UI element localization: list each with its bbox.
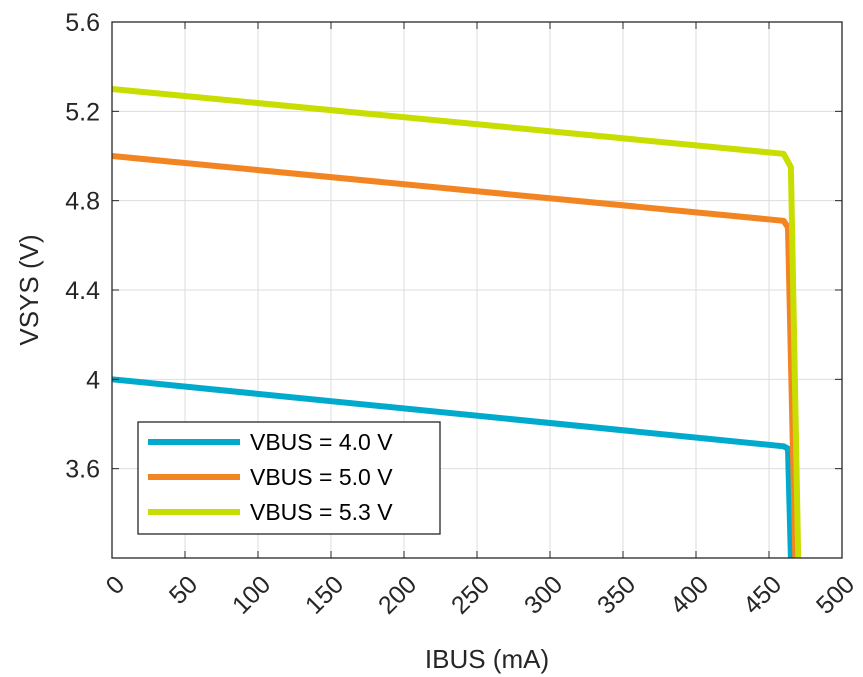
series-layer (111, 86, 802, 559)
x-axis-title: IBUS (mA) (425, 644, 549, 674)
y-tick-label: 5.6 (65, 9, 100, 37)
legend-label: VBUS = 5.3 V (250, 499, 393, 525)
series-line (111, 86, 802, 559)
y-tick-label: 5.2 (65, 98, 100, 126)
legend: VBUS = 4.0 V VBUS = 5.0 V VBUS = 5.3 V (137, 421, 441, 535)
series-line (111, 376, 794, 559)
legend-label: VBUS = 4.0 V (250, 429, 393, 455)
y-tick-label: 4 (86, 366, 100, 394)
legend-label: VBUS = 5.0 V (250, 464, 393, 490)
series-line (111, 153, 799, 559)
y-axis-title: VSYS (V) (14, 234, 44, 345)
y-tick-label: 3.6 (65, 456, 100, 484)
y-tick-label: 4.4 (65, 277, 100, 305)
y-tick-label: 4.8 (65, 188, 100, 216)
